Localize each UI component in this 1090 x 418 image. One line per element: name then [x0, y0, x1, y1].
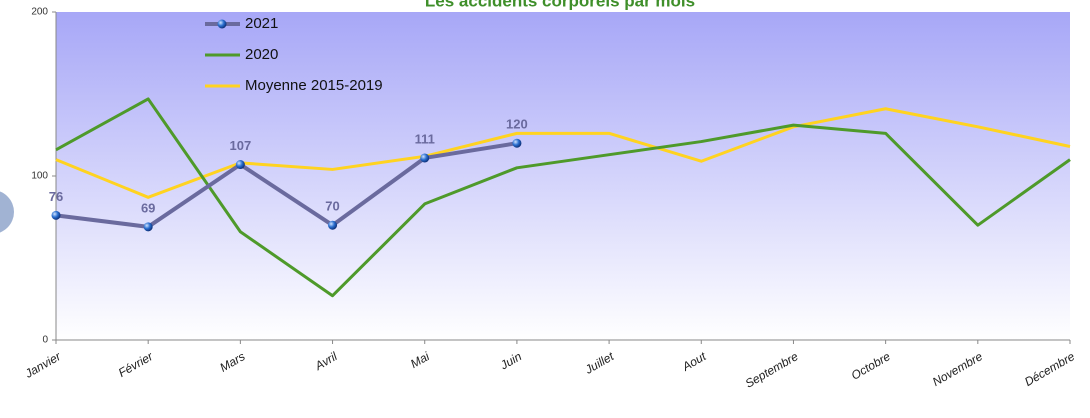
x-tick-label: Janvier	[22, 349, 64, 381]
series-line	[55, 141, 518, 229]
x-tick-label: Juillet	[582, 349, 617, 377]
x-tick-label: Mai	[408, 349, 432, 371]
data-label: 107	[230, 138, 252, 153]
legend-marker	[217, 19, 227, 29]
data-label: 120	[506, 117, 528, 132]
data-label: 69	[141, 200, 155, 215]
legend-label: 2021	[245, 15, 278, 32]
legend-label: Moyenne 2015-2019	[245, 77, 383, 94]
data-point	[51, 210, 61, 220]
y-tick-label: 0	[42, 335, 48, 346]
series-line	[55, 97, 1071, 298]
y-tick-label: 200	[31, 7, 48, 18]
data-point	[143, 222, 153, 232]
y-tick-label: 100	[31, 171, 48, 182]
chart-title: Les accidents corporels par mois	[425, 0, 695, 10]
data-label: 76	[49, 189, 63, 204]
x-tick-label: Décembre	[1022, 349, 1077, 389]
series-line	[55, 107, 1071, 199]
x-tick-label: Février	[116, 349, 156, 380]
x-tick-label: Avril	[312, 349, 340, 373]
data-label: 111	[415, 131, 435, 146]
x-tick-label: Aout	[679, 349, 709, 374]
decoration	[0, 191, 14, 233]
data-point	[420, 153, 430, 163]
data-label: 70	[325, 199, 339, 214]
x-tick-label: Mars	[217, 349, 247, 374]
data-point	[512, 138, 522, 148]
x-tick-label: Juin	[497, 349, 524, 373]
legend-label: 2020	[245, 46, 278, 63]
data-point	[328, 220, 338, 230]
x-tick-label: Septembre	[743, 349, 801, 391]
data-point	[235, 160, 245, 170]
x-tick-label: Novembre	[930, 349, 985, 389]
x-tick-label: Octobre	[849, 349, 893, 383]
